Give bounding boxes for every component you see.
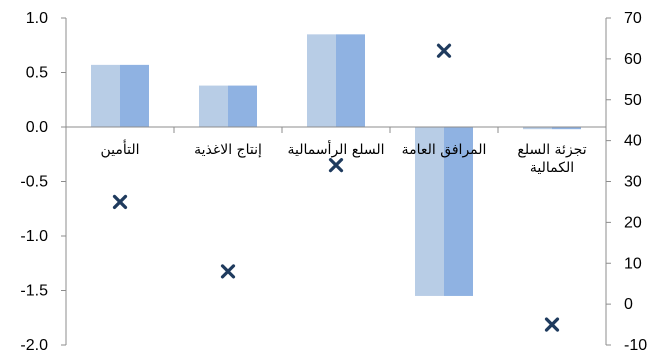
zero-line-group <box>65 126 607 133</box>
bar-s1-4 <box>415 127 444 296</box>
category-label: تجزئة السلع الكمالية <box>517 142 586 176</box>
bar-s1-5 <box>523 127 552 130</box>
left-tick-label: 0.5 <box>26 65 48 82</box>
right-tick-label: 50 <box>624 92 642 109</box>
category-label: السلع الرأسمالية <box>287 140 384 158</box>
bar-series-group <box>91 34 581 296</box>
left-tick-label: -2.0 <box>20 337 48 354</box>
left-tick-label: -1.0 <box>20 228 48 245</box>
bar-s2-4 <box>444 127 473 296</box>
right-tick-label: 40 <box>624 133 642 150</box>
right-tick-label: 70 <box>624 10 642 27</box>
marker-series-group <box>112 43 560 332</box>
bar-s1-3 <box>307 34 336 127</box>
x-marker-point-2 <box>220 264 236 279</box>
category-label-line: التأمين <box>100 139 139 158</box>
x-marker-point-4 <box>436 43 452 58</box>
left-tick-label: -0.5 <box>20 174 48 191</box>
category-label: المرافق العامة <box>402 142 487 158</box>
left-axis-ticks: 1.0 0.5 0.0 -0.5 -1.0 -1.5 -2.0 <box>20 10 66 354</box>
left-tick-label: 1.0 <box>26 10 48 27</box>
left-tick-label: 0.0 <box>26 119 48 136</box>
bar-s1-1 <box>91 64 120 127</box>
category-label-line: إنتاج الاغذية <box>194 142 262 158</box>
right-axis-ticks: 70 60 50 40 30 20 10 0 -10 <box>606 10 647 354</box>
x-marker-point-3 <box>328 158 344 173</box>
bar-s1-2 <box>199 85 228 127</box>
category-label: التأمين <box>100 139 139 158</box>
bar-s2-5 <box>552 127 581 130</box>
category-labels: التأمين إنتاج الاغذية السلع الرأسمالية المر… <box>100 139 586 176</box>
category-label: إنتاج الاغذية <box>194 142 262 158</box>
category-label-line: الكمالية <box>530 160 574 176</box>
right-tick-label: 30 <box>624 174 642 191</box>
right-tick-label: 60 <box>624 51 642 68</box>
category-label-line: المرافق العامة <box>402 142 487 158</box>
x-marker-point-1 <box>112 194 128 210</box>
bar-s2-1 <box>120 64 149 127</box>
left-tick-label: -1.5 <box>20 283 48 300</box>
category-label-line: تجزئة السلع <box>517 142 586 158</box>
bar-s2-3 <box>336 34 365 127</box>
right-tick-label: 0 <box>624 296 633 313</box>
bar-s2-2 <box>228 85 257 127</box>
x-marker-point-5 <box>544 317 560 332</box>
right-tick-label: 20 <box>624 214 642 231</box>
category-label-line: السلع الرأسمالية <box>287 140 384 158</box>
right-tick-label: -10 <box>624 337 647 354</box>
right-tick-label: 10 <box>624 255 642 272</box>
